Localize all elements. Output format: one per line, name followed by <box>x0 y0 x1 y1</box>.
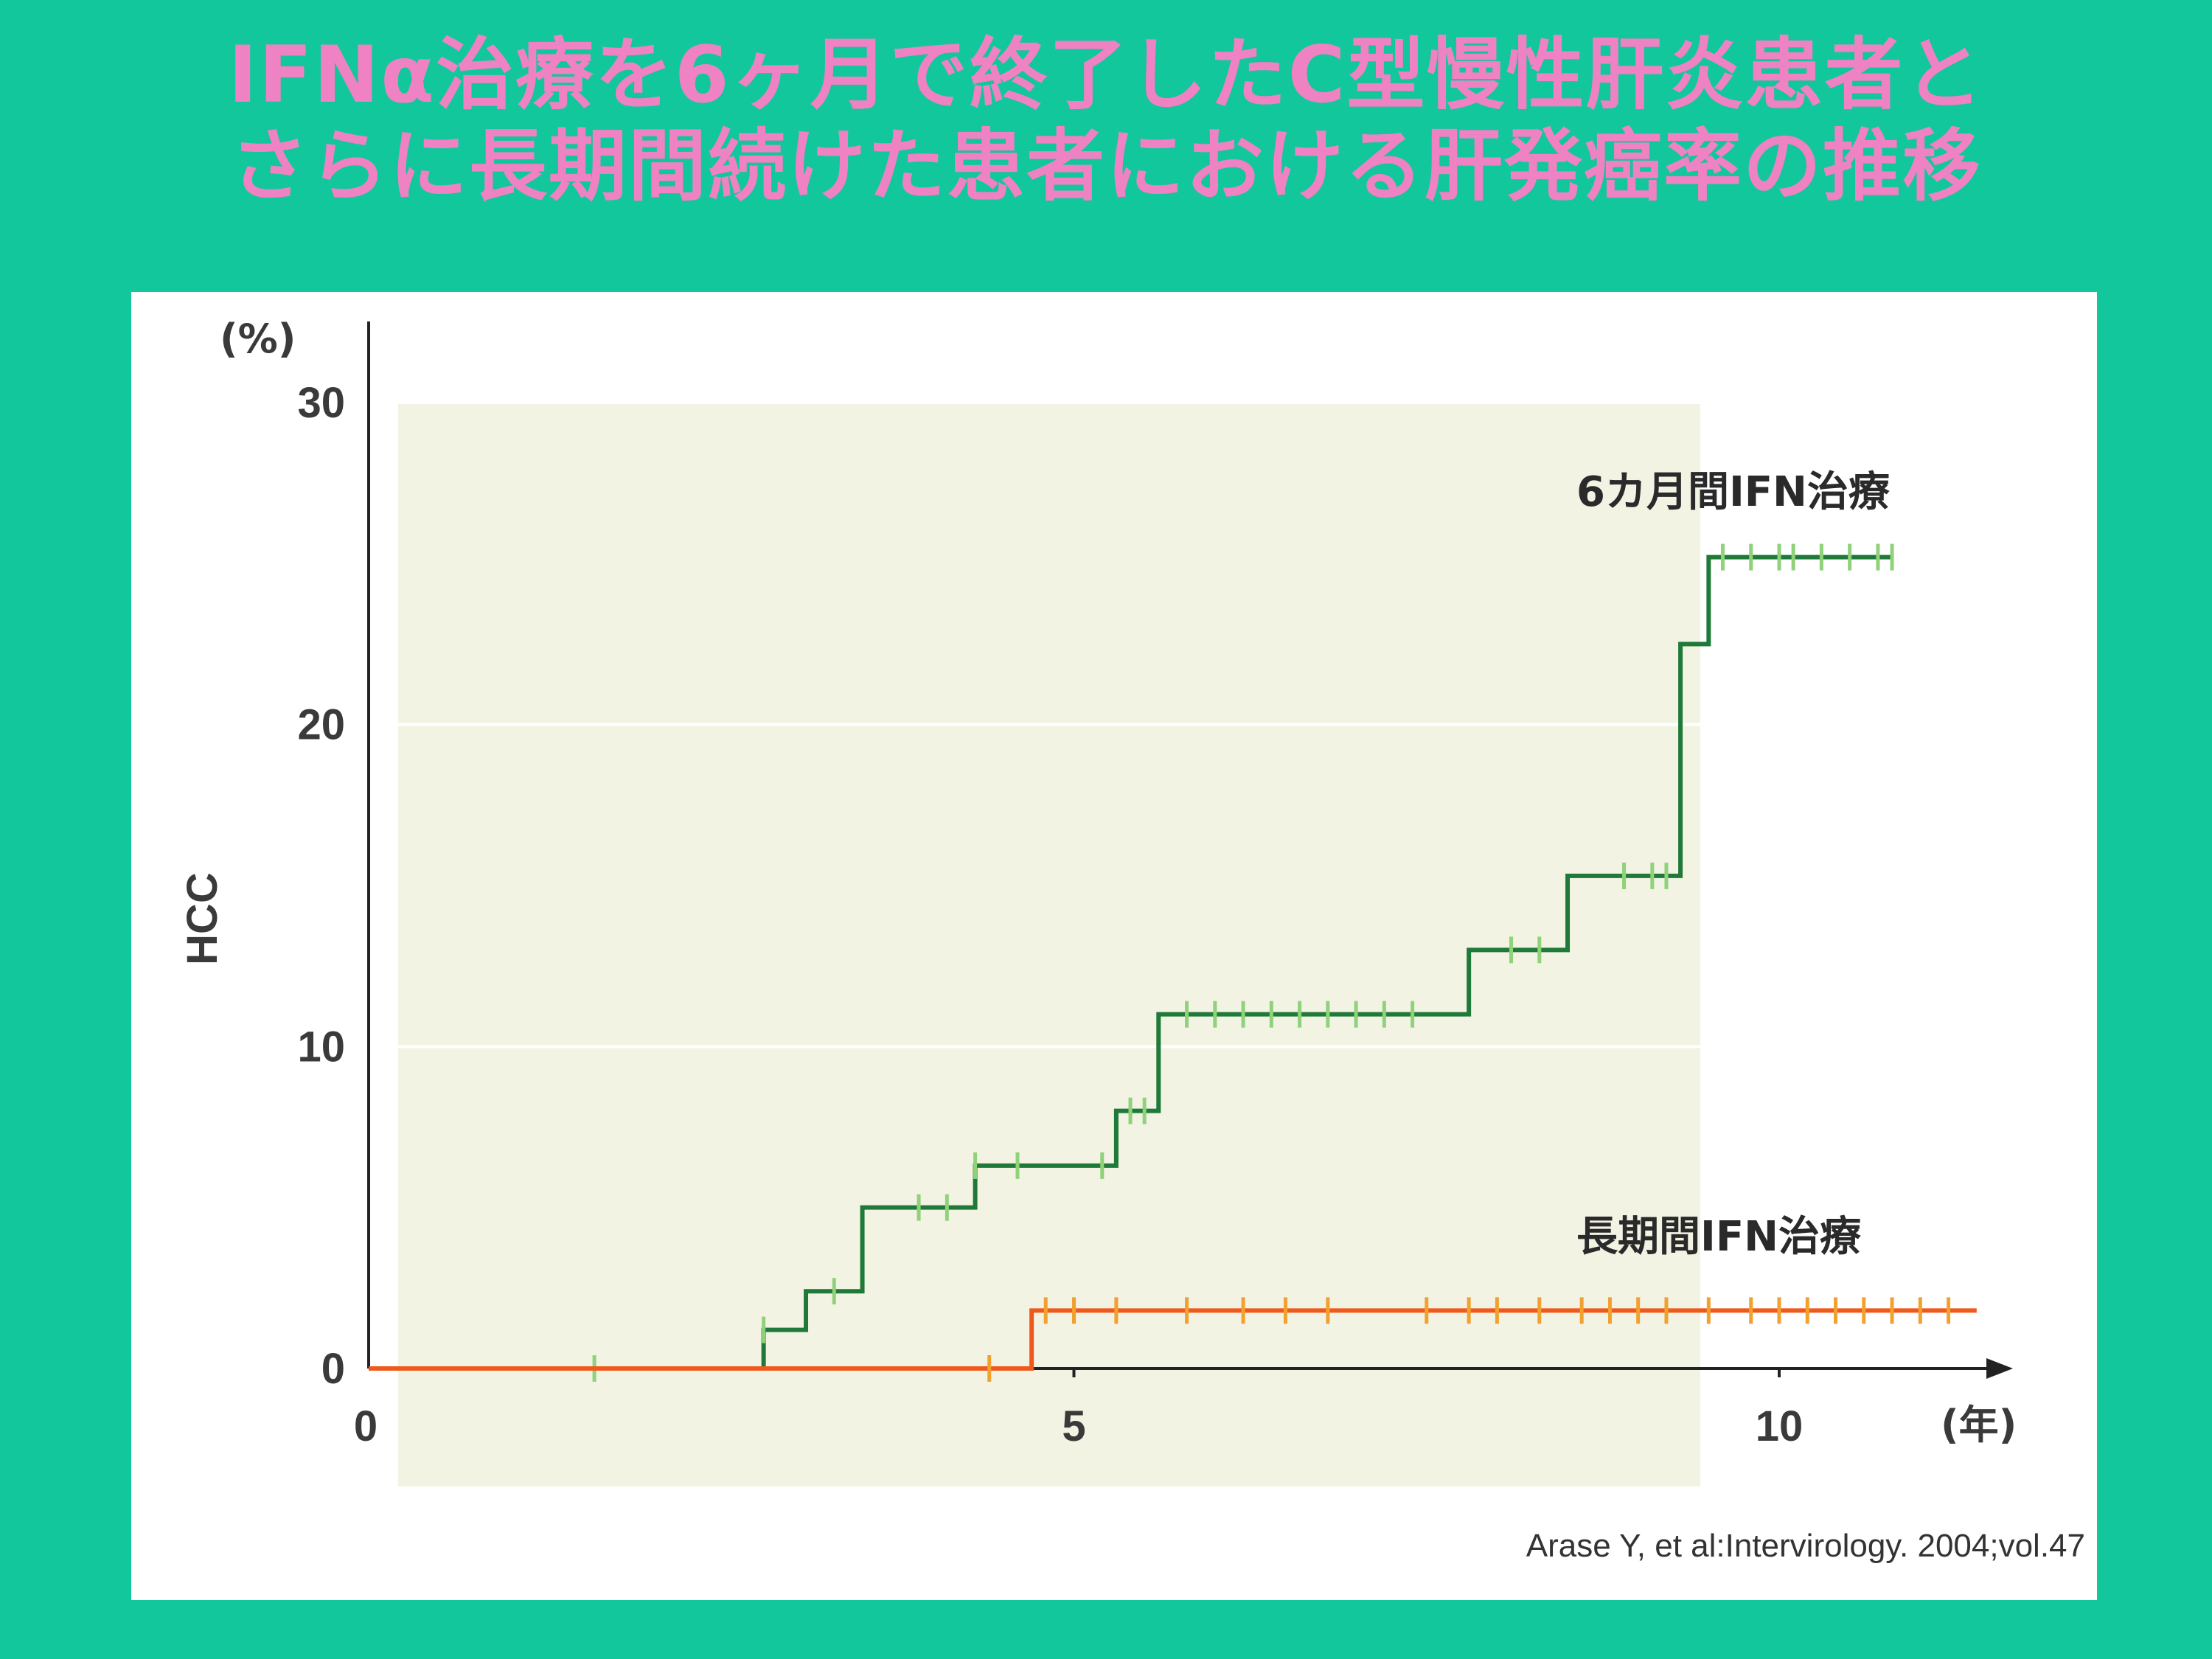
y-axis-unit: (%) <box>220 316 296 362</box>
title-line-1: IFNα治療を6ヶ月で終了したC型慢性肝炎患者と <box>228 29 1984 120</box>
x-tick-label-10: 10 <box>1756 1402 1804 1450</box>
chart-panel: 0 10 20 30 0 5 10 (%) (年) HCC 6カ月間IFN治療 長期間IFN… <box>131 292 2097 1600</box>
slide-title: IFNα治療を6ヶ月で終了したC型慢性肝炎患者と さらに長期間続けた患者における… <box>0 29 2212 212</box>
y-tick-label-0: 0 <box>321 1345 345 1393</box>
citation: Arase Y, et al:Intervirology. 2004;vol.4… <box>1526 1528 2085 1564</box>
series-line-6m <box>580 554 1893 1371</box>
grid-lines <box>369 401 1753 1048</box>
y-tick-label-20: 20 <box>297 701 345 749</box>
axes: 0 10 20 30 0 5 10 <box>297 321 2013 1450</box>
x-tick-label-0: 0 <box>354 1402 378 1450</box>
title-line-2: さらに長期間続けた患者における肝発癌率の推移 <box>230 121 1982 212</box>
y-tick-label-10: 10 <box>297 1023 345 1071</box>
series-line-long <box>369 1308 1977 1371</box>
x-axis-arrow <box>1986 1358 2013 1379</box>
series-label-long: 長期間IFN治療 <box>1576 1213 1861 1261</box>
chart: 0 10 20 30 0 5 10 (%) (年) HCC 6カ月間IFN治療 長期間IFN… <box>178 316 2085 1564</box>
plot-area <box>398 403 1700 1486</box>
labels: (%) (年) HCC 6カ月間IFN治療 長期間IFN治療 Arase Y, … <box>178 316 2085 1564</box>
y-axis-title: HCC <box>178 872 226 965</box>
series-layer <box>369 543 1977 1382</box>
x-axis-unit: (年) <box>1941 1402 2017 1448</box>
y-tick-label-30: 30 <box>297 379 345 427</box>
series-label-6m: 6カ月間IFN治療 <box>1576 468 1890 516</box>
x-tick-label-5: 5 <box>1062 1402 1085 1450</box>
